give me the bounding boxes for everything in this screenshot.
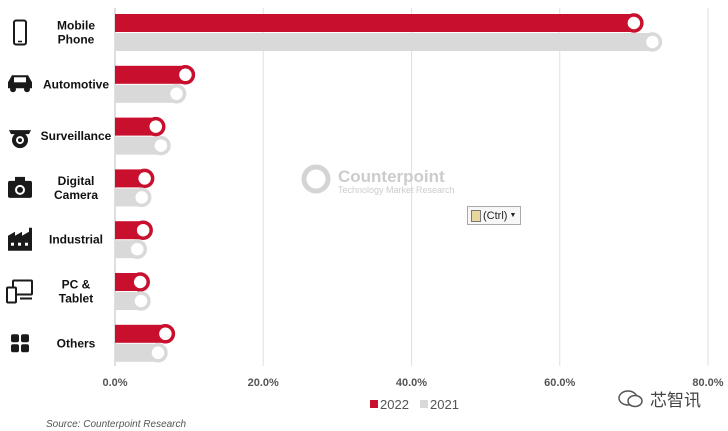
category-label: PC & Tablet bbox=[59, 278, 93, 306]
x-tick-label: 20.0% bbox=[248, 377, 279, 389]
smartphone-icon bbox=[13, 19, 27, 46]
category-icons bbox=[6, 19, 33, 353]
category-label: Automotive bbox=[43, 77, 109, 91]
paste-options-label: (Ctrl) bbox=[483, 209, 508, 222]
bar-2021 bbox=[115, 84, 177, 103]
bar-2021 bbox=[115, 136, 161, 155]
watermark: Counterpoint Technology Market Research bbox=[301, 164, 455, 195]
bar-2021 bbox=[115, 343, 158, 362]
bar-end-marker-2022 bbox=[146, 116, 166, 137]
bar-end-marker-2022 bbox=[175, 65, 196, 85]
legend-swatch-2021 bbox=[420, 400, 428, 408]
brand: 芯智讯 bbox=[618, 386, 701, 411]
bar-end-marker-2021 bbox=[131, 291, 151, 311]
watermark-subtitle: Technology Market Research bbox=[338, 185, 455, 195]
factory-icon bbox=[8, 227, 32, 251]
paste-options-button[interactable]: (Ctrl) ▼ bbox=[467, 206, 521, 225]
x-tick-label: 0.0% bbox=[102, 377, 127, 389]
bar-end-marker-2022 bbox=[155, 324, 176, 344]
bar-end-marker-2021 bbox=[127, 239, 147, 259]
watermark-title: Counterpoint bbox=[338, 167, 445, 186]
legend-label-2022: 2022 bbox=[380, 397, 409, 412]
bar-end-marker-2021 bbox=[642, 32, 663, 52]
category-label: Surveillance bbox=[41, 129, 112, 143]
camera-icon bbox=[8, 176, 32, 198]
bars bbox=[115, 13, 663, 363]
x-tick-label: 80.0% bbox=[692, 377, 723, 389]
legend-label-2021: 2021 bbox=[430, 397, 459, 412]
bar-2022 bbox=[115, 14, 634, 32]
bar-2022 bbox=[115, 324, 166, 343]
x-tick-label: 60.0% bbox=[544, 377, 575, 389]
wechat-icon bbox=[618, 389, 643, 407]
bar-end-marker-2021 bbox=[151, 135, 171, 156]
bar-end-marker-2022 bbox=[133, 220, 153, 240]
category-label: Others bbox=[57, 336, 96, 350]
category-label: Mobile Phone bbox=[57, 19, 95, 47]
bar-end-marker-2021 bbox=[131, 187, 152, 208]
x-axis-ticks: 0.0% 20.0% 40.0% 60.0% 80.0% bbox=[102, 377, 723, 389]
bar-end-marker-2022 bbox=[130, 272, 150, 292]
bar-end-marker-2022 bbox=[134, 168, 155, 189]
legend-swatch-2022 bbox=[370, 400, 378, 408]
security-camera-icon bbox=[9, 130, 31, 149]
source-note: Source: Counterpoint Research bbox=[46, 419, 187, 430]
pc-tablet-icon bbox=[6, 279, 33, 304]
legend: 2022 2021 bbox=[370, 397, 459, 412]
bar-2021 bbox=[115, 33, 653, 51]
chevron-down-icon: ▼ bbox=[509, 212, 517, 219]
category-label: Digital Camera bbox=[54, 174, 98, 202]
bar-2022 bbox=[115, 65, 186, 84]
car-icon bbox=[8, 75, 32, 93]
bar-end-marker-2021 bbox=[166, 84, 187, 104]
brand-label: 芯智讯 bbox=[650, 391, 701, 411]
category-labels: Mobile Phone Automotive Surveillance Digital… bbox=[41, 19, 112, 351]
x-tick-label: 40.0% bbox=[396, 377, 427, 389]
bar-end-marker-2021 bbox=[148, 343, 168, 363]
grid-icon bbox=[11, 334, 29, 353]
clipboard-icon bbox=[471, 209, 481, 222]
bar-2022 bbox=[115, 117, 156, 136]
bar-end-marker-2022 bbox=[624, 13, 644, 33]
category-label: Industrial bbox=[49, 233, 103, 247]
watermark-logo-icon bbox=[301, 164, 331, 194]
